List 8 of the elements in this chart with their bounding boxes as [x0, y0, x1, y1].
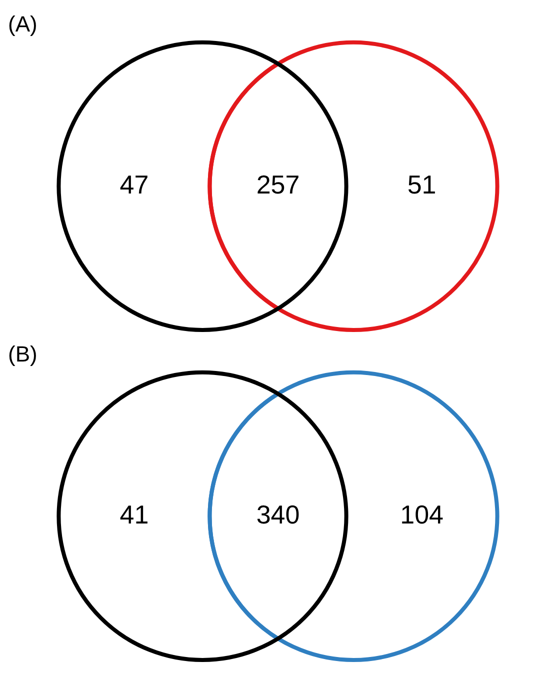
data-label: 257 — [256, 169, 300, 200]
data-label: 47 — [120, 169, 149, 200]
data-label: 104 — [400, 499, 444, 530]
data-label: 340 — [256, 499, 300, 530]
data-label: 51 — [407, 169, 436, 200]
text: (B) — [8, 341, 38, 366]
text: (A) — [8, 11, 38, 36]
data-label: 41 — [120, 499, 149, 530]
